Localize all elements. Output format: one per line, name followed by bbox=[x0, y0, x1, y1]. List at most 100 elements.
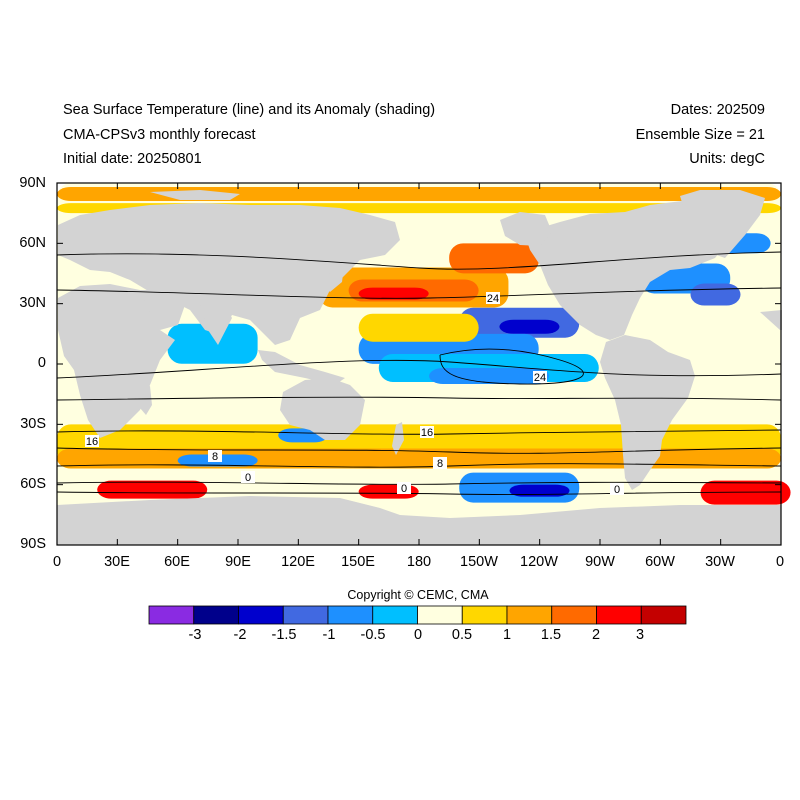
lon-label-120w: 120W bbox=[520, 554, 558, 570]
anomaly-patch bbox=[97, 480, 208, 499]
contour-label-bg bbox=[533, 371, 547, 383]
land-india bbox=[200, 305, 232, 345]
contour-label: 8 bbox=[437, 458, 443, 470]
contour-label: 0 bbox=[614, 484, 620, 496]
anomaly-patch bbox=[499, 319, 560, 334]
land-indonesia bbox=[258, 350, 345, 385]
contour-label-bg bbox=[241, 471, 255, 483]
anomaly-patch bbox=[358, 287, 429, 300]
lon-label-90w: 90W bbox=[585, 554, 615, 570]
contour-label: 8 bbox=[212, 451, 218, 463]
contour-labels: 24 16 16 8 8 0 0 0 24 bbox=[85, 292, 624, 496]
lon-label-30e: 30E bbox=[104, 554, 130, 570]
contour-label: 0 bbox=[401, 483, 407, 495]
colorbar-swatch bbox=[327, 605, 374, 625]
sst-contour-line bbox=[56, 251, 782, 270]
contour-label-bg bbox=[610, 483, 624, 495]
colorbar-label: -2 bbox=[233, 627, 247, 643]
lat-label-90s: 90S bbox=[20, 536, 46, 552]
title-left-1: Sea Surface Temperature (line) and its A… bbox=[63, 102, 436, 118]
copyright-text: Copyright © CEMC, CMA bbox=[347, 588, 489, 602]
colorbar-swatch bbox=[461, 605, 508, 625]
contour-label: 24 bbox=[487, 293, 499, 305]
land-arctic-islands bbox=[150, 190, 240, 200]
colorbar-swatch bbox=[372, 605, 418, 625]
lon-label-180: 180 bbox=[406, 554, 432, 570]
sst-contour-line bbox=[56, 287, 782, 299]
land-greenland bbox=[680, 190, 765, 258]
colorbar-swatch bbox=[640, 605, 687, 625]
land-australia bbox=[280, 378, 365, 440]
sst-contour-line bbox=[56, 429, 782, 435]
sst-contours bbox=[56, 251, 782, 496]
anomaly-patch bbox=[358, 313, 479, 342]
lon-label-120e: 120E bbox=[281, 554, 315, 570]
colorbar-swatch bbox=[282, 605, 329, 625]
title-left-3: Initial date: 20250801 bbox=[63, 151, 202, 167]
contour-label: 16 bbox=[421, 427, 433, 439]
contour-label: 24 bbox=[534, 372, 546, 384]
colorbar-label: 0 bbox=[413, 627, 423, 643]
contour-label-bg bbox=[85, 435, 99, 447]
sst-contour-line bbox=[56, 463, 782, 468]
lon-label-0: 0 bbox=[52, 554, 62, 570]
colorbar-label: -1.5 bbox=[271, 627, 297, 643]
colorbar-swatch bbox=[148, 605, 195, 625]
land-madagascar bbox=[140, 386, 152, 415]
colorbar-swatch bbox=[193, 605, 239, 625]
land-africa bbox=[760, 310, 782, 330]
sst-contour-line bbox=[439, 348, 584, 385]
land-japan bbox=[325, 258, 345, 292]
lat-label-60s: 60S bbox=[20, 476, 46, 492]
contour-label-bg bbox=[397, 482, 411, 494]
contour-label-bg bbox=[486, 292, 500, 304]
contour-label-bg bbox=[208, 450, 222, 462]
land-north-america bbox=[525, 198, 745, 340]
sst-contour-line bbox=[56, 447, 782, 454]
lat-label-90n: 90N bbox=[19, 175, 46, 191]
land-new-zealand bbox=[392, 422, 404, 455]
colorbar-label: 3 bbox=[635, 627, 645, 643]
anomaly-patch bbox=[167, 323, 258, 364]
colorbar-swatch bbox=[596, 605, 642, 625]
anomaly-patch bbox=[57, 187, 781, 202]
colorbar-swatch bbox=[506, 605, 553, 625]
sst-contour-line bbox=[56, 481, 782, 485]
colorbar-label: -0.5 bbox=[360, 627, 386, 643]
lat-label-30n: 30N bbox=[19, 295, 46, 311]
axis-ticks bbox=[56, 182, 782, 546]
title-right-3: Units: degC bbox=[689, 151, 765, 167]
colorbar-label: -3 bbox=[188, 627, 202, 643]
colorbar bbox=[148, 605, 687, 625]
lon-label-150e: 150E bbox=[341, 554, 375, 570]
lat-label-30s: 30S bbox=[20, 416, 46, 432]
lon-label-150w: 150W bbox=[460, 554, 498, 570]
colorbar-label: -1 bbox=[322, 627, 336, 643]
anomaly-patch bbox=[449, 243, 540, 274]
lon-label-30w: 30W bbox=[705, 554, 735, 570]
title-right-2: Ensemble Size = 21 bbox=[635, 127, 765, 143]
land-alaska bbox=[500, 212, 552, 246]
contour-label: 0 bbox=[245, 472, 251, 484]
land-antarctica bbox=[57, 496, 781, 545]
lon-label-90e: 90E bbox=[225, 554, 251, 570]
colorbar-label: 1.5 bbox=[540, 627, 562, 643]
colorbar-swatch bbox=[417, 605, 463, 625]
contour-label-bg bbox=[420, 426, 434, 438]
colorbar-swatch bbox=[238, 605, 284, 625]
lon-label-60e: 60E bbox=[164, 554, 190, 570]
lat-label-0: 0 bbox=[37, 355, 46, 371]
colorbar-swatch bbox=[551, 605, 597, 625]
anomaly-patch bbox=[429, 368, 550, 385]
sst-contour-line bbox=[56, 491, 782, 496]
land-arabia bbox=[140, 290, 185, 330]
colorbar-label: 0.5 bbox=[451, 627, 473, 643]
land-eurasia bbox=[58, 203, 400, 345]
contour-label-bg bbox=[433, 457, 447, 469]
anomaly-patch bbox=[700, 480, 791, 505]
anomaly-patch bbox=[509, 484, 570, 497]
lon-label-0-east: 0 bbox=[775, 554, 785, 570]
lon-label-60w: 60W bbox=[645, 554, 675, 570]
title-right-1: Dates: 202509 bbox=[670, 102, 765, 118]
